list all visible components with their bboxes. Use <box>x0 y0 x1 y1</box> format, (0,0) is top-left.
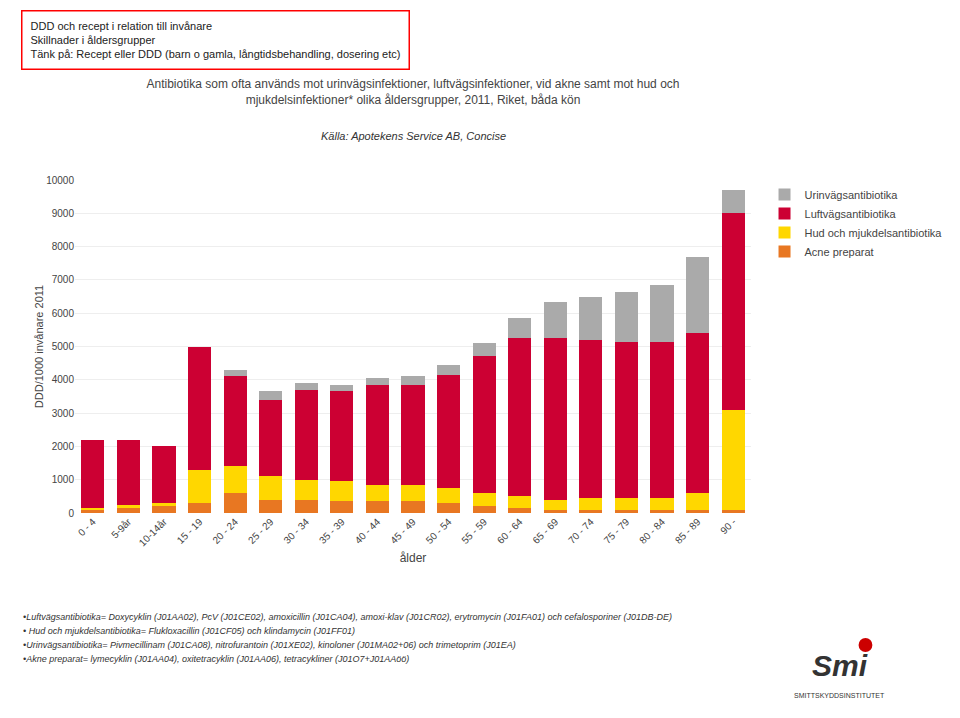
svg-text:4000: 4000 <box>52 374 75 385</box>
svg-text:45 - 49: 45 - 49 <box>388 516 418 546</box>
svg-text:6000: 6000 <box>52 308 75 319</box>
svg-text:1000: 1000 <box>52 474 75 485</box>
svg-text:20 - 24: 20 - 24 <box>210 516 240 546</box>
svg-text:Urinvägsantibiotika: Urinvägsantibiotika <box>805 189 899 201</box>
svg-text:7000: 7000 <box>52 274 75 285</box>
svg-text:55 - 59: 55 - 59 <box>459 516 489 546</box>
svg-text:30 - 34: 30 - 34 <box>281 516 311 546</box>
svg-text:10-14år: 10-14år <box>137 516 170 549</box>
svg-text:90 -: 90 - <box>718 516 738 536</box>
svg-text:Smi: Smi <box>812 649 868 682</box>
svg-text:80 - 84: 80 - 84 <box>637 516 667 546</box>
svg-text:15 - 19: 15 - 19 <box>175 516 205 546</box>
svg-text:85 - 89: 85 - 89 <box>673 516 703 546</box>
svg-text:3000: 3000 <box>52 408 75 419</box>
svg-text:5-9år: 5-9år <box>109 516 134 541</box>
svg-text:65 - 69: 65 - 69 <box>530 516 560 546</box>
svg-text:ålder: ålder <box>400 551 427 565</box>
svg-text:70 - 74: 70 - 74 <box>566 516 596 546</box>
svg-text:SMITTSKYDDSINSTITUTET: SMITTSKYDDSINSTITUTET <box>794 692 885 699</box>
svg-text:5000: 5000 <box>52 341 75 352</box>
svg-text:Acne preparat: Acne preparat <box>805 246 874 258</box>
svg-text:•Luftvägsantibiotika= Doxycykl: •Luftvägsantibiotika= Doxycyklin (J01AA0… <box>23 612 672 622</box>
svg-text:Källa: Apotekens Service AB, C: Källa: Apotekens Service AB, Concise <box>321 130 506 142</box>
svg-text:DDD/1000 invånare 2011: DDD/1000 invånare 2011 <box>33 285 45 408</box>
svg-text:Luftvägsantibiotika: Luftvägsantibiotika <box>805 208 897 220</box>
svg-text:0: 0 <box>68 508 74 519</box>
svg-text:Hud och mjukdelsantibiotika: Hud och mjukdelsantibiotika <box>805 227 943 239</box>
svg-text:50 - 54: 50 - 54 <box>424 516 454 546</box>
svg-text:Antibiotika som ofta används m: Antibiotika som ofta används mot urinväg… <box>147 77 680 107</box>
svg-text:10000: 10000 <box>46 175 74 186</box>
svg-text:2000: 2000 <box>52 441 75 452</box>
svg-text:40 - 44: 40 - 44 <box>353 516 383 546</box>
svg-text:25 - 29: 25 - 29 <box>246 516 276 546</box>
svg-text:8000: 8000 <box>52 241 75 252</box>
svg-text:• Hud och mjukdelsantibiotika=: • Hud och mjukdelsantibiotika= Flukloxac… <box>23 626 355 636</box>
svg-text:•Urinvägsantibiotika= Pivmecil: •Urinvägsantibiotika= Pivmecillinam (J01… <box>23 640 516 650</box>
svg-text:35 - 39: 35 - 39 <box>317 516 347 546</box>
svg-text:60 - 64: 60 - 64 <box>495 516 525 546</box>
svg-text:9000: 9000 <box>52 208 75 219</box>
svg-text:75 - 79: 75 - 79 <box>602 516 632 546</box>
svg-text:•Akne preparat= lymecyklin (J0: •Akne preparat= lymecyklin (J01AA04), ox… <box>23 654 409 664</box>
svg-text:0 - 4: 0 - 4 <box>76 516 98 538</box>
svg-text:DDD och recept i relation till: DDD och recept i relation till invånareS… <box>31 20 401 61</box>
